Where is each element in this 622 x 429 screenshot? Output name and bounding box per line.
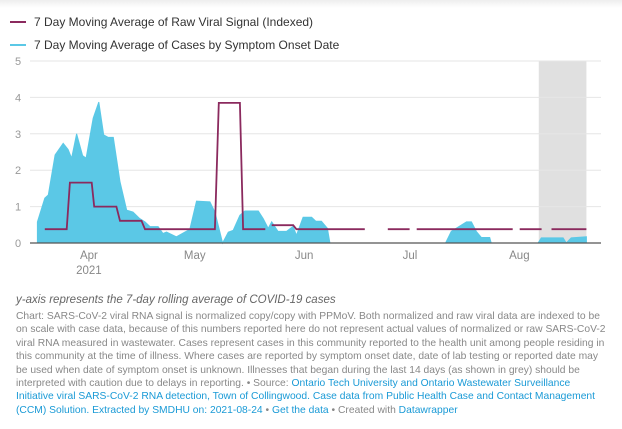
legend-label-viral: 7 Day Moving Average of Raw Viral Signal… — [34, 14, 314, 29]
y-tick-label: 2 — [15, 165, 21, 177]
datawrapper-link[interactable]: Datawrapper — [398, 404, 458, 416]
y-tick-label: 4 — [15, 92, 21, 104]
x-tick-label: May — [184, 250, 206, 262]
chart-notes: y-axis represents the 7-day rolling aver… — [16, 294, 606, 417]
x-tick-label: Jun — [295, 250, 314, 262]
chart-description: Chart: SARS-CoV-2 viral RNA signal is no… — [16, 310, 606, 417]
top-shadow — [0, 0, 622, 8]
x-tick-label: Jul — [403, 250, 418, 262]
x-tick-year-label: 2021 — [76, 265, 102, 277]
recent-data-grey-band — [538, 61, 587, 243]
viral-signal-line — [44, 102, 587, 231]
source-link[interactable]: Ontario Tech University and Ontario Wast… — [16, 378, 596, 416]
cases-swatch-icon — [10, 43, 26, 46]
chart-text: Chart: SARS-CoV-2 viral RNA signal is no… — [16, 311, 606, 390]
x-tick-label: Aug — [509, 250, 529, 262]
legend-item-viral: 7 Day Moving Average of Raw Viral Signal… — [10, 10, 339, 33]
chart-legend: 7 Day Moving Average of Raw Viral Signal… — [10, 10, 339, 56]
legend-label-cases: 7 Day Moving Average of Cases by Symptom… — [34, 37, 340, 52]
chart-plot: 0 1 2 3 4 5 Apr 2021 May Jun Jul Aug — [15, 56, 601, 277]
x-tick-label: Apr — [80, 250, 98, 262]
y-tick-label: 0 — [15, 238, 21, 250]
source-prefix: • Source: — [243, 378, 292, 390]
viral-swatch-icon — [10, 20, 26, 23]
y-tick-label: 1 — [15, 202, 21, 214]
get-data-link[interactable]: Get the data — [271, 404, 329, 416]
y-tick-label: 3 — [15, 129, 21, 141]
created-with-text: • Created with — [328, 404, 399, 416]
y-axis-note: y-axis represents the 7-day rolling aver… — [16, 294, 336, 306]
cases-area — [36, 101, 587, 245]
legend-item-cases: 7 Day Moving Average of Cases by Symptom… — [10, 33, 339, 56]
separator: • — [262, 404, 272, 416]
y-tick-label: 5 — [15, 56, 21, 68]
